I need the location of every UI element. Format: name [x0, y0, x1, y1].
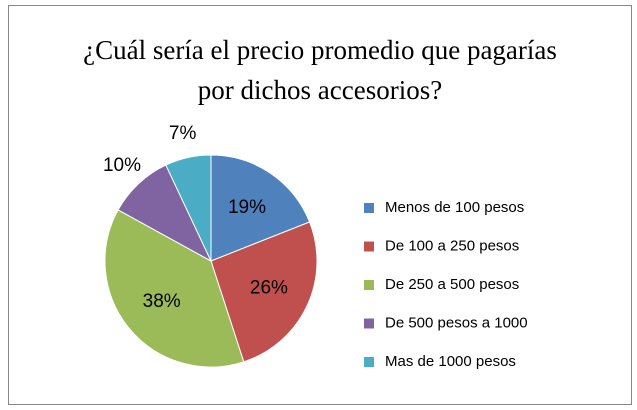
data-label: 38% [143, 291, 181, 312]
legend-label: De 250 a 500 pesos [385, 276, 519, 293]
legend-swatch [364, 280, 374, 290]
data-label: 19% [228, 197, 266, 218]
legend-label: Menos de 100 pesos [385, 199, 524, 216]
legend-swatch [364, 203, 374, 213]
data-label: 7% [169, 123, 197, 144]
pie-slice [210, 154, 311, 262]
legend-label: De 100 a 250 pesos [385, 237, 519, 254]
chart-border [8, 5, 632, 405]
legend-swatch [364, 241, 374, 252]
data-label: 26% [250, 277, 288, 298]
chart-title: ¿Cuál sería el precio promedio que pagar… [83, 35, 557, 105]
data-label: 10% [103, 155, 141, 176]
legend-swatch [364, 357, 374, 367]
pie-slice [210, 221, 318, 363]
legend-label: Mas de 1000 pesos [385, 353, 516, 370]
pie-slice [165, 154, 212, 262]
pie-slice [104, 209, 245, 368]
legend-label: De 500 pesos a 1000 [385, 314, 528, 331]
legend-swatch [364, 318, 374, 329]
